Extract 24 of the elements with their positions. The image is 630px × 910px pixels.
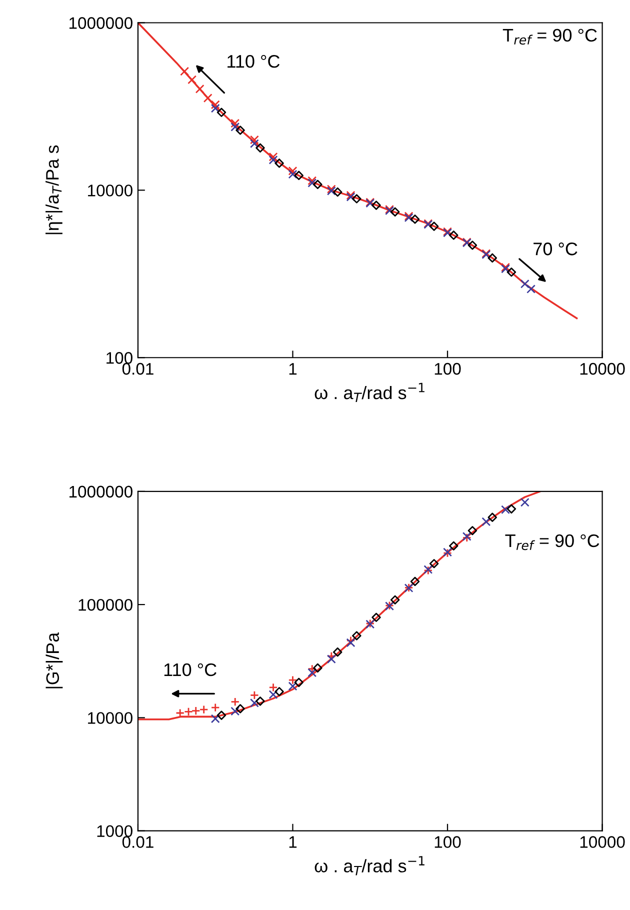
y-tick-label: 1000000 — [70, 17, 132, 29]
annotation: 70 °C — [534, 242, 578, 256]
x-tick-label: 1 — [289, 363, 297, 375]
y-axis-title: |η*|/a$_{T}$/Pa s — [46, 145, 62, 234]
y-tick-label: 1000 — [97, 825, 132, 838]
y-tick-label: 100 — [106, 352, 132, 364]
annotation: 110 °C — [228, 54, 280, 68]
y-tick-label: 1000000 — [70, 486, 132, 498]
annotation: T$_{ref}$ = 90 °C — [502, 28, 597, 45]
annotation: T$_{ref}$ = 90 °C — [505, 534, 600, 550]
x-axis-title: ω . a$_{T}$/rad s$^{−1}$ — [314, 856, 424, 876]
x-tick-label: 10000 — [580, 836, 625, 848]
x-tick-label: 100 — [434, 836, 461, 848]
y-tick-label: 10000 — [88, 712, 132, 724]
x-tick-label: 0.01 — [122, 362, 154, 375]
y-axis-title: |G*|/Pa — [46, 632, 63, 688]
y-tick-label: 10000 — [88, 184, 132, 196]
annotation: 110 °C — [164, 663, 216, 676]
x-tick-label: 1 — [289, 836, 297, 848]
y-tick-label: 100000 — [78, 598, 132, 611]
x-tick-label: 10000 — [580, 362, 625, 375]
x-tick-label: 100 — [434, 362, 461, 375]
x-axis-title: ω . a$_{T}$/rad s$^{−1}$ — [314, 382, 424, 402]
x-tick-label: 0.01 — [122, 836, 154, 848]
